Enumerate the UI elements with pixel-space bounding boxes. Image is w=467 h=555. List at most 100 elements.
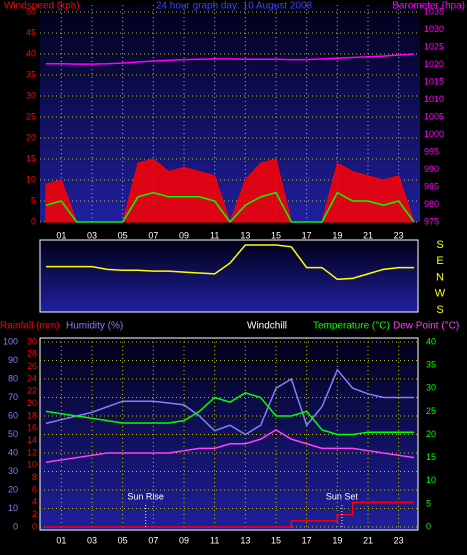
direction-panel-bg xyxy=(39,239,419,313)
y-tick-label: 20 xyxy=(8,484,18,494)
y-tick-label: W xyxy=(435,288,446,300)
y-tick-label: 980 xyxy=(424,199,439,209)
legend-label: Barometer (hpa) xyxy=(392,1,465,12)
y-tick-label: 30 xyxy=(426,383,436,393)
y-tick-label: 16 xyxy=(27,423,37,433)
y-tick-label: 4 xyxy=(32,497,37,507)
x-tick-label: 01 xyxy=(56,230,66,240)
y-tick-label: 1010 xyxy=(424,94,444,104)
y-tick-label: 22 xyxy=(27,386,37,396)
x-tick-label: 15 xyxy=(271,535,281,545)
y-tick-label: 985 xyxy=(424,181,439,191)
y-tick-label: 24 xyxy=(27,373,37,383)
y-tick-label: 100 xyxy=(3,336,18,346)
y-tick-label: 26 xyxy=(27,361,37,371)
y-tick-label: 30 xyxy=(27,336,37,346)
y-tick-label: 5 xyxy=(426,498,431,508)
y-tick-label: 20 xyxy=(426,429,436,439)
series-line xyxy=(45,191,415,224)
x-tick-label: 21 xyxy=(363,230,373,240)
y-tick-label: 975 xyxy=(424,216,439,226)
series-line xyxy=(46,53,415,65)
y-tick-label: 30 xyxy=(8,466,18,476)
y-tick-label: 1030 xyxy=(424,24,444,34)
legend-label: Humidity (%) xyxy=(66,321,123,332)
y-tick-label: 0 xyxy=(426,521,431,531)
y-tick-label: 1025 xyxy=(424,41,444,51)
y-tick-label: 25 xyxy=(426,406,436,416)
y-tick-label: 10 xyxy=(426,475,436,485)
x-tick-label: 23 xyxy=(394,535,404,545)
legend-label: Windchill xyxy=(247,321,287,332)
annotation: Sun Rise xyxy=(127,491,164,501)
y-tick-label: 14 xyxy=(27,435,37,445)
y-tick-label: 25 xyxy=(26,111,36,121)
x-tick-label: 21 xyxy=(363,535,373,545)
y-tick-label: 10 xyxy=(8,503,18,513)
y-tick-label: 6 xyxy=(32,484,37,494)
y-tick-label: 5 xyxy=(31,195,36,205)
x-tick-label: 03 xyxy=(87,230,97,240)
x-tick-label: 05 xyxy=(118,230,128,240)
y-tick-label: 1015 xyxy=(424,76,444,86)
y-tick-label: 35 xyxy=(426,360,436,370)
y-tick-label: 0 xyxy=(32,521,37,531)
y-tick-label: 40 xyxy=(26,48,36,58)
chart-title: 24 hour graph day: 10 August 2008 xyxy=(156,1,313,12)
y-tick-label: 35 xyxy=(26,69,36,79)
legend-label: Temperature (°C) xyxy=(313,321,390,332)
y-tick-label: 15 xyxy=(26,153,36,163)
y-tick-label: 70 xyxy=(8,392,18,402)
x-tick-label: 11 xyxy=(210,535,219,545)
legend-label: Dew Point (°C) xyxy=(393,321,459,332)
y-tick-label: 50 xyxy=(26,6,36,16)
y-tick-label: 8 xyxy=(32,472,37,482)
x-tick-label: 17 xyxy=(302,535,312,545)
x-tick-label: 07 xyxy=(148,230,158,240)
y-tick-label: 40 xyxy=(426,336,436,346)
y-tick-label: 80 xyxy=(8,373,18,383)
series-line xyxy=(46,244,414,281)
x-tick-label: 01 xyxy=(56,535,66,545)
y-tick-label: E xyxy=(436,255,443,267)
y-tick-label: 10 xyxy=(27,460,37,470)
x-tick-label: 15 xyxy=(271,230,281,240)
y-tick-label: 990 xyxy=(424,164,439,174)
x-tick-label: 23 xyxy=(394,230,404,240)
y-tick-label: 0 xyxy=(31,216,36,226)
series-line xyxy=(46,501,414,528)
series-line xyxy=(45,392,414,436)
y-tick-label: S xyxy=(436,239,443,251)
x-tick-label: 11 xyxy=(210,230,219,240)
y-tick-label: 995 xyxy=(424,146,439,156)
y-tick-label: 28 xyxy=(27,349,37,359)
y-tick-label: 1005 xyxy=(424,111,444,121)
x-tick-label: 09 xyxy=(179,230,189,240)
y-tick-label: 18 xyxy=(27,410,37,420)
x-tick-label: 05 xyxy=(118,535,128,545)
annotation: Sun Set xyxy=(326,491,359,501)
legend-label: Rainfall (mm) xyxy=(0,321,59,332)
y-tick-label: 0 xyxy=(13,521,18,531)
y-tick-label: 1000 xyxy=(424,129,444,139)
y-tick-label: 10 xyxy=(26,174,36,184)
x-tick-label: 07 xyxy=(148,535,158,545)
y-tick-label: 45 xyxy=(26,27,36,37)
x-tick-label: 19 xyxy=(332,535,342,545)
y-tick-label: 2 xyxy=(32,509,37,519)
y-tick-label: S xyxy=(436,304,443,316)
series-line xyxy=(45,368,414,436)
y-tick-label: 1020 xyxy=(424,59,444,69)
x-tick-label: 03 xyxy=(87,535,97,545)
y-tick-label: 12 xyxy=(27,447,37,457)
y-tick-label: 60 xyxy=(8,410,18,420)
y-tick-label: 30 xyxy=(26,90,36,100)
x-tick-label: 13 xyxy=(240,535,250,545)
y-tick-label: 20 xyxy=(27,398,37,408)
x-tick-label: 13 xyxy=(240,230,250,240)
y-tick-label: 1035 xyxy=(424,6,444,16)
y-tick-label: 40 xyxy=(8,447,18,457)
series-line xyxy=(45,428,415,463)
legend-label: Windspeed (kph) xyxy=(4,1,80,12)
